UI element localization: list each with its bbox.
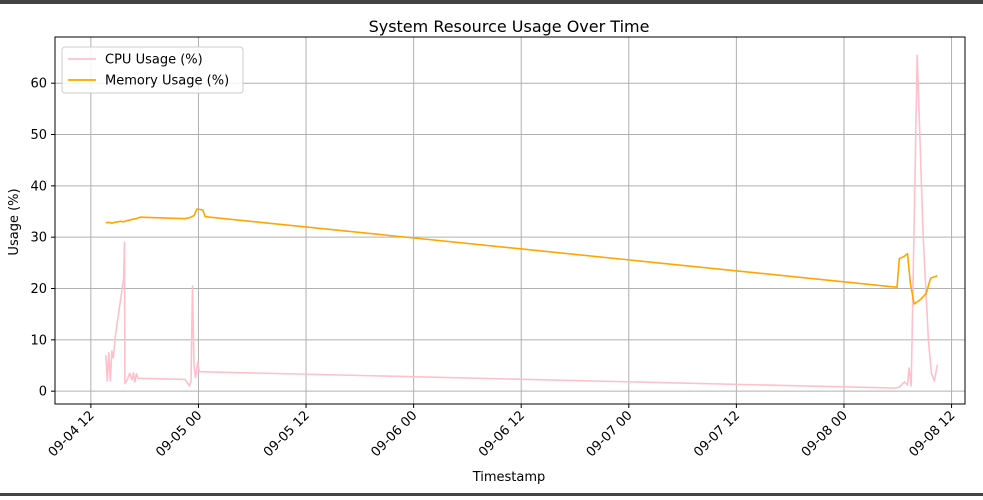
x-tick-label: 09-04 12: [46, 408, 98, 460]
x-tick-label: 09-05 00: [153, 408, 205, 460]
y-axis: 0 10 20 30 40 50 60: [30, 77, 55, 400]
x-tick-label: 09-05 12: [261, 408, 313, 460]
series-line-memory: [105, 208, 938, 305]
legend-label: CPU Usage (%): [105, 53, 203, 68]
y-tick-label: 0: [39, 385, 47, 400]
x-tick-label: 09-08 00: [799, 408, 851, 460]
series-line-cpu: [105, 54, 939, 389]
x-tick-label: 09-06 00: [369, 408, 421, 460]
y-tick-label: 50: [30, 128, 47, 143]
y-axis-label: Usage (%): [7, 188, 22, 255]
x-tick-label: 09-07 00: [584, 408, 636, 460]
x-axis-label: Timestamp: [472, 470, 546, 485]
legend-label: Memory Usage (%): [105, 74, 229, 89]
series-layer: [105, 54, 939, 389]
y-tick-label: 20: [30, 282, 47, 297]
legend: CPU Usage (%) Memory Usage (%): [61, 46, 244, 94]
plot-area: [54, 36, 966, 405]
x-tick-label: 09-07 12: [691, 408, 743, 460]
chart-title: System Resource Usage Over Time: [369, 17, 650, 36]
x-axis: 09-04 12 09-05 00 09-05 12 09-06 00 09-06 12…: [46, 404, 958, 460]
y-tick-label: 30: [30, 231, 47, 246]
y-tick-label: 40: [30, 179, 47, 194]
y-tick-label: 10: [30, 333, 47, 348]
x-tick-label: 09-08 12: [906, 408, 958, 460]
line-chart: System Resource Usage Over Time 0 10 20 30 4…: [7, 17, 966, 485]
grid: [55, 37, 965, 404]
legend-box: [61, 46, 244, 94]
x-tick-label: 09-06 12: [476, 408, 528, 460]
y-tick-label: 60: [30, 77, 47, 92]
